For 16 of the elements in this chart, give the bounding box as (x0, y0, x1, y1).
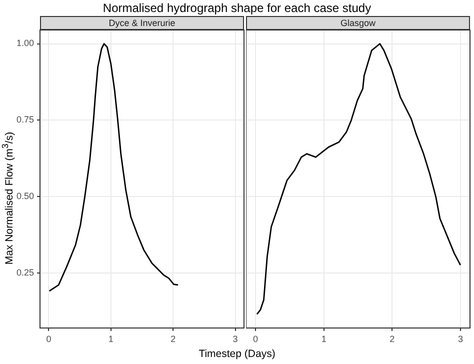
x-tick-label: 3 (232, 334, 238, 344)
chart-subtitle: Glasgow (246, 16, 470, 30)
x-tick-label: 3 (458, 334, 463, 344)
x-tick-label: 2 (390, 334, 395, 344)
y-tick-label: 1.00 (16, 38, 34, 48)
y-tick-label: 0.25 (16, 267, 34, 278)
x-tick-label: 0 (46, 334, 52, 344)
chart-subtitle: Dyce & Inverurie (40, 16, 244, 30)
chart-title: Normalised hydrograph shape for each case study (102, 1, 372, 15)
x-tick-label: 2 (170, 334, 176, 344)
y-tick-label: 0.75 (16, 114, 34, 125)
y-tick-label: 0.50 (16, 191, 34, 202)
x-tick-label: 1 (321, 334, 326, 344)
x-tick-label: 1 (108, 334, 114, 344)
x-tick-label: 0 (253, 334, 258, 344)
x-axis-title: Timestep (Days) (198, 348, 276, 360)
